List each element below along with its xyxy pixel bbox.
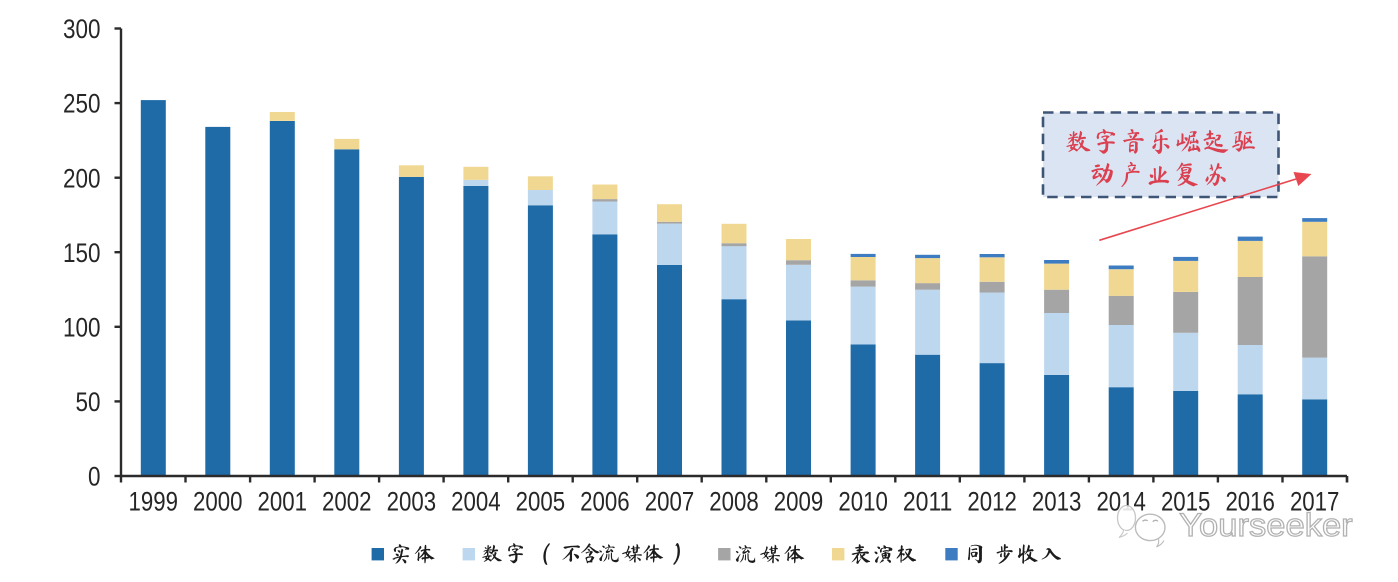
svg-text:300: 300	[63, 14, 101, 44]
svg-text:2003: 2003	[387, 487, 437, 517]
svg-text:100: 100	[63, 312, 101, 342]
svg-text:50: 50	[76, 387, 101, 417]
svg-text:2009: 2009	[774, 487, 824, 517]
svg-text:2001: 2001	[258, 487, 308, 517]
svg-text:2015: 2015	[1161, 487, 1211, 517]
svg-text:0: 0	[88, 462, 101, 492]
svg-text:2008: 2008	[709, 487, 759, 517]
svg-text:2002: 2002	[322, 487, 372, 517]
svg-text:2000: 2000	[193, 487, 243, 517]
svg-text:2006: 2006	[580, 487, 630, 517]
svg-text:200: 200	[63, 163, 101, 193]
svg-text:Yourseeker: Yourseeker	[1179, 507, 1353, 543]
svg-text:2010: 2010	[838, 487, 888, 517]
svg-text:2016: 2016	[1225, 487, 1275, 517]
svg-text:250: 250	[63, 89, 101, 119]
svg-text:2013: 2013	[1032, 487, 1082, 517]
svg-text:2017: 2017	[1290, 487, 1340, 517]
svg-text:2011: 2011	[903, 487, 953, 517]
svg-text:1999: 1999	[129, 487, 179, 517]
svg-text:2012: 2012	[967, 487, 1017, 517]
svg-text:2007: 2007	[645, 487, 695, 517]
svg-text:2005: 2005	[516, 487, 566, 517]
svg-text:150: 150	[63, 238, 101, 268]
svg-text:2004: 2004	[451, 487, 501, 517]
